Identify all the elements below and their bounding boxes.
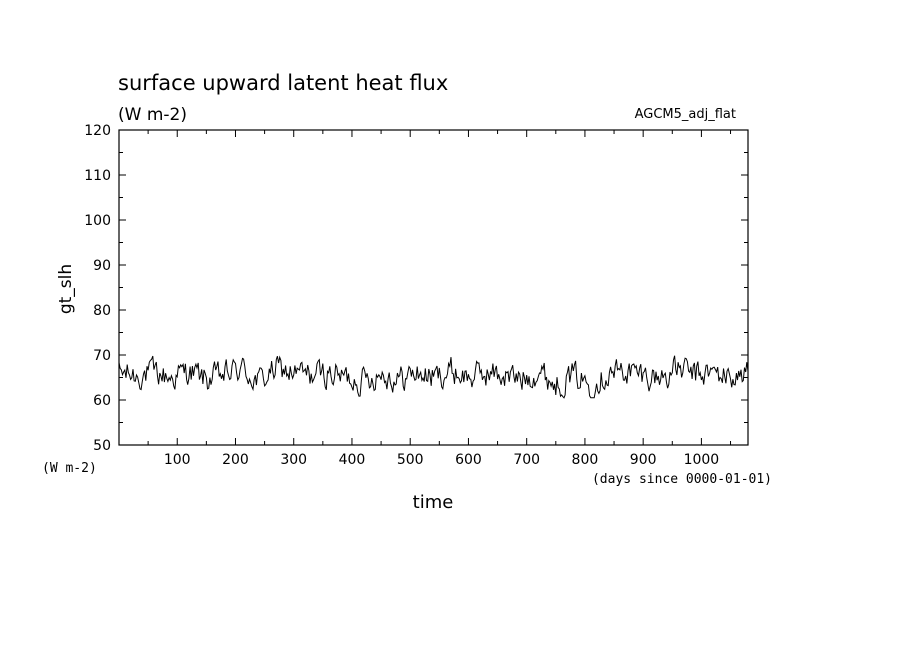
y-tick-label: 50	[93, 438, 111, 454]
y-tick-label: 80	[93, 303, 111, 319]
y-axis-units: (W m-2)	[42, 461, 97, 476]
x-axis-ticks: 100 200 300 400 500 600 700 800 900 1000	[147, 130, 732, 468]
y-tick-label: 60	[93, 393, 111, 409]
y-tick-label: 100	[84, 213, 111, 229]
y-tick-label: 110	[84, 168, 111, 184]
x-tick-label: 100	[164, 452, 191, 468]
run-label: AGCM5_adj_flat	[635, 107, 736, 122]
x-tick-label: 1000	[684, 452, 720, 468]
y-tick-label: 120	[84, 123, 111, 139]
y-tick-label: 70	[93, 348, 111, 364]
x-tick-label: 300	[280, 452, 307, 468]
y-axis-label: gt_slh	[56, 264, 76, 314]
y-tick-label: 90	[93, 258, 111, 274]
series-line-gt-slh	[118, 355, 749, 399]
x-tick-label: 400	[339, 452, 366, 468]
x-tick-label: 200	[222, 452, 249, 468]
x-tick-label: 700	[513, 452, 540, 468]
chart-title: surface upward latent heat flux	[118, 71, 448, 95]
x-axis-label: time	[413, 492, 454, 513]
y-axis-ticks: 50 60 70 80 90 100 110 120	[84, 123, 748, 454]
x-tick-label: 500	[397, 452, 424, 468]
chart-subtitle: (W m-2)	[118, 105, 187, 125]
plot-frame	[118, 129, 749, 446]
x-tick-label: 600	[455, 452, 482, 468]
x-tick-label: 800	[572, 452, 599, 468]
x-axis-units: (days since 0000-01-01)	[592, 472, 772, 487]
x-tick-label: 900	[630, 452, 657, 468]
